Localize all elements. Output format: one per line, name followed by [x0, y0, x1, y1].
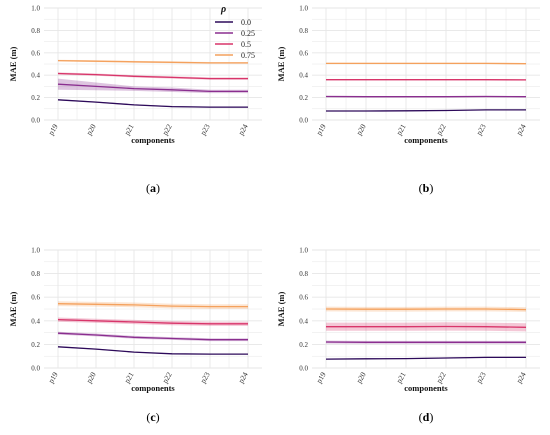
- series-line-0-75: [325, 308, 527, 311]
- y-tick-label: 0.0: [31, 117, 40, 125]
- legend-entry: 0.25: [241, 29, 255, 38]
- y-tick-label: 0.6: [31, 294, 40, 302]
- x-tick-label: p23: [474, 370, 488, 384]
- y-axis-label: MAE (m): [276, 46, 286, 81]
- y-tick-label: 0.6: [299, 49, 308, 57]
- y-tick-label: 0.4: [299, 317, 308, 325]
- y-tick-label: 0.2: [299, 94, 308, 102]
- x-tick-label: p20: [84, 122, 98, 136]
- series-line-0-0: [57, 346, 248, 355]
- series-line-0-0: [57, 99, 248, 108]
- legend: ρ 0.0 0.25 0.5 0.75: [215, 4, 255, 60]
- series-line-0-5: [57, 72, 248, 80]
- panel-label: (d): [419, 410, 434, 424]
- y-tick-label: 0.6: [31, 49, 40, 57]
- y-axis-label: MAE (m): [8, 291, 18, 326]
- x-axis-label: components: [404, 383, 448, 393]
- x-axis-label: components: [131, 383, 175, 393]
- x-tick-label: p24: [236, 370, 250, 384]
- y-tick-label: 0.2: [31, 341, 40, 349]
- y-tick-label: 0.2: [299, 341, 308, 349]
- x-tick-label: p19: [46, 370, 60, 384]
- series-line-0-25: [57, 83, 248, 93]
- y-tick-label: 1.0: [31, 247, 40, 255]
- y-axis-label: MAE (m): [276, 291, 286, 326]
- x-axis-label: components: [404, 135, 448, 145]
- legend-entry: 0.0: [241, 18, 251, 27]
- series-line-0-75: [57, 303, 248, 308]
- y-tick-label: 0.0: [299, 117, 308, 125]
- y-tick-label: 0.8: [299, 27, 308, 35]
- series-line-0-5: [326, 325, 527, 328]
- x-axis-label: components: [131, 135, 175, 145]
- x-tick-label: p19: [314, 370, 328, 384]
- y-tick-label: 0.4: [31, 72, 40, 80]
- legend-entry: 0.5: [241, 40, 251, 49]
- y-tick-label: 0.0: [299, 365, 308, 373]
- y-tick-label: 1.0: [299, 5, 308, 13]
- series-line-0-5: [57, 318, 248, 325]
- x-tick-label: p20: [84, 370, 98, 384]
- y-tick-label: 1.0: [31, 5, 40, 13]
- x-tick-label: p19: [46, 122, 60, 136]
- legend-entry: 0.75: [241, 51, 255, 60]
- x-tick-label: p20: [354, 122, 368, 136]
- series-line-0-0: [325, 356, 526, 360]
- y-tick-label: 0.8: [31, 27, 40, 35]
- x-tick-label: p20: [354, 370, 368, 384]
- series-band-0-25: [58, 78, 248, 94]
- y-axis-label: MAE (m): [8, 46, 18, 81]
- legend-title: ρ: [220, 4, 226, 15]
- y-tick-label: 0.2: [31, 94, 40, 102]
- x-tick-label: p24: [236, 122, 250, 136]
- y-tick-label: 0.4: [31, 317, 40, 325]
- x-tick-label: p23: [198, 122, 212, 136]
- y-tick-label: 0.8: [31, 270, 40, 278]
- y-tick-label: 0.4: [299, 72, 308, 80]
- y-tick-label: 0.8: [299, 270, 308, 278]
- y-tick-label: 0.6: [299, 294, 308, 302]
- panel-label: (c): [146, 410, 159, 424]
- x-tick-label: p24: [514, 370, 528, 384]
- x-tick-label: p23: [474, 122, 488, 136]
- panel-label: (b): [419, 181, 434, 195]
- series-line-0-25: [57, 332, 248, 341]
- x-tick-label: p19: [314, 122, 328, 136]
- series-line-0-0: [326, 109, 526, 112]
- y-tick-label: 0.0: [31, 365, 40, 373]
- series-line-0-75: [57, 59, 248, 64]
- panel-label: (a): [146, 181, 160, 195]
- y-tick-label: 1.0: [299, 247, 308, 255]
- x-tick-label: p24: [514, 122, 528, 136]
- x-tick-label: p23: [198, 370, 212, 384]
